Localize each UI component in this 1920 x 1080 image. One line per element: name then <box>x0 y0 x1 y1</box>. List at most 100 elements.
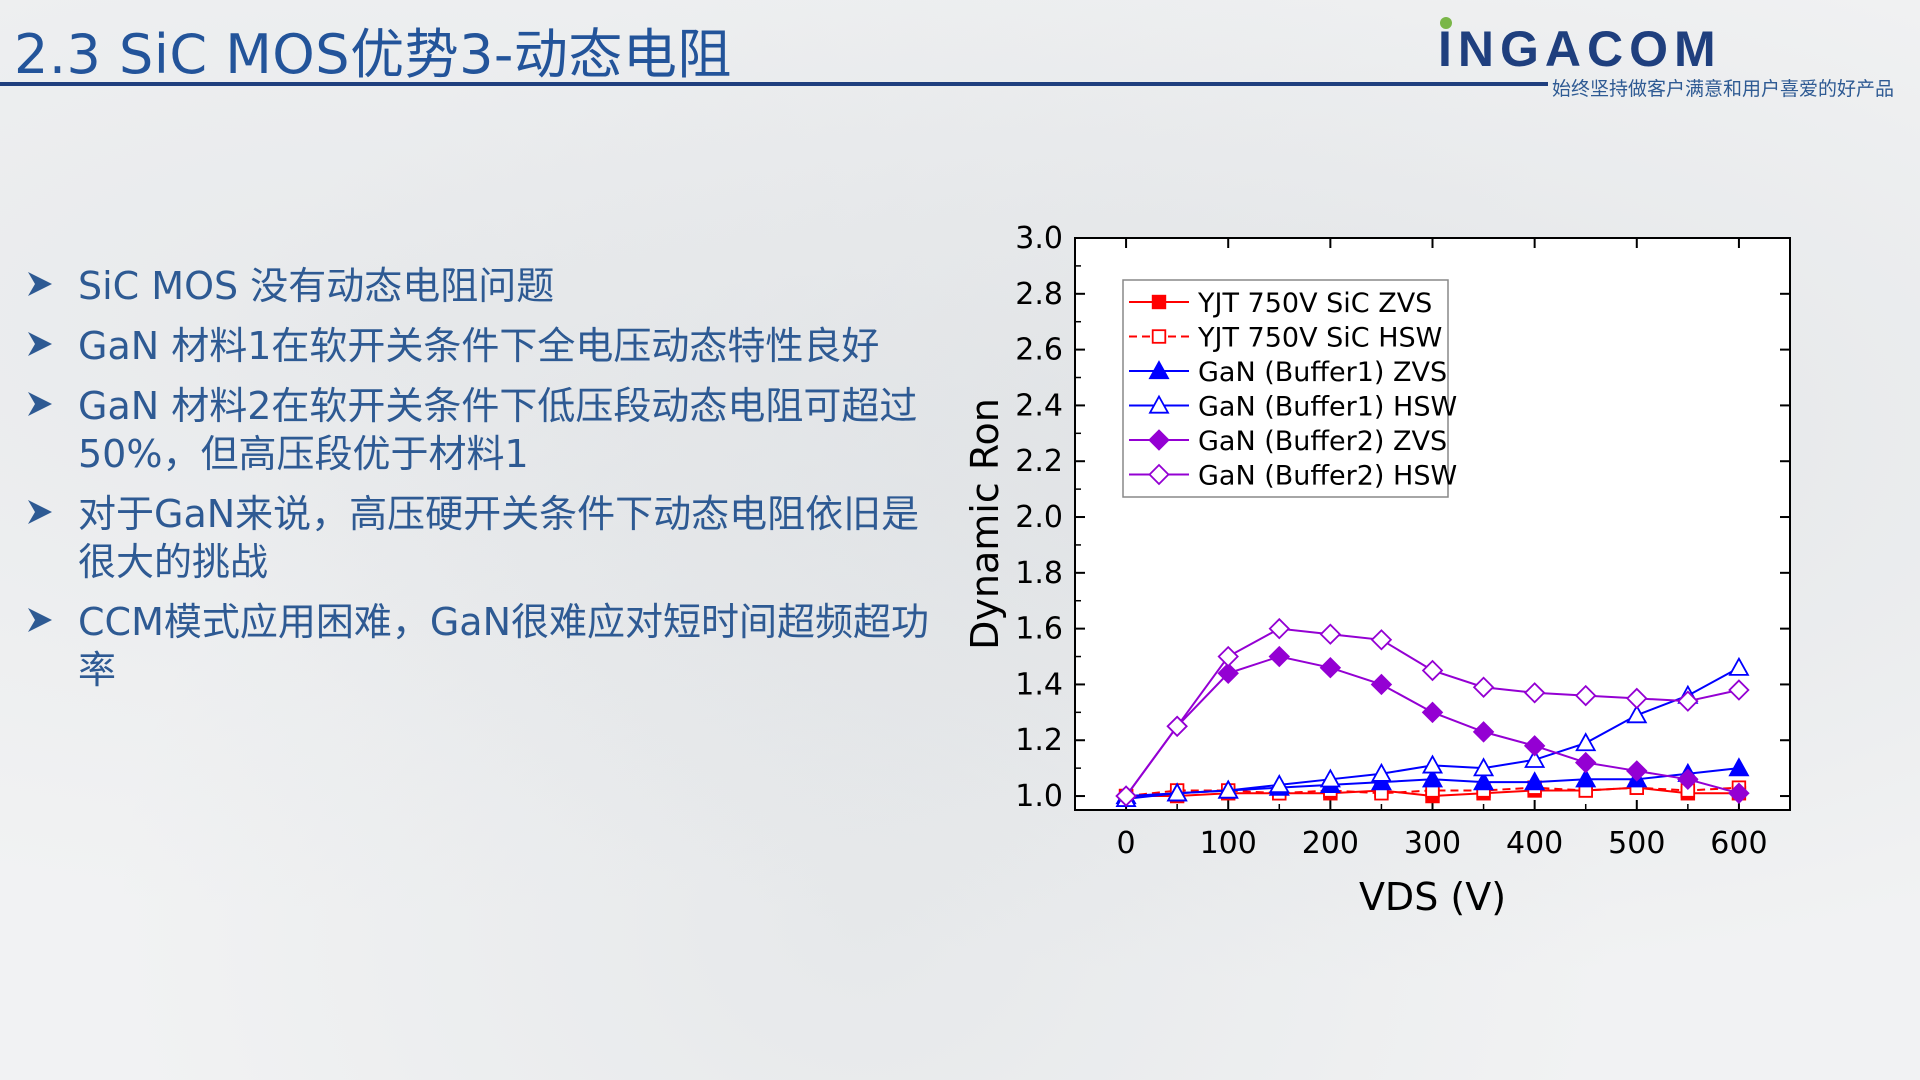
data-point <box>1575 768 1597 788</box>
data-point <box>1115 785 1137 807</box>
data-point <box>1574 751 1597 774</box>
data-point <box>1166 715 1188 738</box>
legend-label: GaN (Buffer2) ZVS <box>1198 426 1447 457</box>
slide-title: 2.3 SiC MOS优势3-动态电阻 <box>14 23 732 86</box>
data-point <box>1217 779 1239 799</box>
data-point <box>1319 768 1341 788</box>
data-point <box>1421 659 1444 682</box>
data-point <box>1626 687 1648 710</box>
y-tick-label: 2.8 <box>1015 277 1063 312</box>
data-point <box>1472 676 1495 698</box>
brand-logo: INGACOM <box>1438 17 1722 74</box>
data-point <box>1319 656 1342 679</box>
data-point <box>1524 771 1546 791</box>
y-tick-label: 2.4 <box>1015 388 1063 423</box>
legend-marker <box>1148 429 1170 451</box>
arrow-bullet-icon <box>28 500 52 524</box>
legend-item: GaN (Buffer1) HSW <box>1129 392 1457 423</box>
y-tick-label: 2.6 <box>1015 333 1063 368</box>
y-tick-label: 2.0 <box>1015 500 1063 535</box>
bullet-text: GaN 材料2在软开关条件下低压段动态电阻可超过50%，但高压段优于材料1 <box>78 384 918 476</box>
y-tick-label: 1.4 <box>1015 667 1063 702</box>
bullet-item: GaN 材料1在软开关条件下全电压动态特性良好 <box>22 322 932 370</box>
arrow-bullet-icon <box>28 332 52 356</box>
x-tick-label: 100 <box>1200 826 1257 861</box>
dynamic-ron-chart: 0 100 200 300 400 500 600 1.0 1.2 1.4 1.6 1.8 2.0 2.2… <box>963 221 1791 919</box>
bullet-text: GaN 材料1在软开关条件下全电压动态特性良好 <box>78 324 880 368</box>
data-point <box>1370 762 1392 782</box>
y-tick-label: 1.0 <box>1015 779 1063 814</box>
data-point <box>1217 645 1239 668</box>
bullet-item: CCM模式应用困难，GaN很难应对短时间超频超功率 <box>22 598 932 694</box>
arrow-bullet-icon <box>28 272 52 296</box>
legend-label: GaN (Buffer1) HSW <box>1198 392 1457 423</box>
data-point <box>1523 682 1546 704</box>
legend-marker <box>1148 394 1170 414</box>
y-tick-label: 2.2 <box>1015 444 1063 479</box>
x-tick-label: 300 <box>1404 826 1461 861</box>
brand-dot-icon <box>1440 17 1452 29</box>
data-point <box>1268 774 1290 793</box>
data-point <box>1728 757 1750 777</box>
x-tick-label: 500 <box>1608 826 1665 861</box>
data-point <box>1421 768 1444 788</box>
data-point <box>1677 768 1699 791</box>
data-point <box>1473 771 1495 791</box>
title-rule <box>0 82 1548 86</box>
data-point <box>1728 679 1750 701</box>
legend-box <box>1122 279 1449 498</box>
y-tick-label: 1.8 <box>1015 556 1063 591</box>
data-point <box>1626 760 1648 782</box>
y-tick-label: 1.6 <box>1015 612 1063 647</box>
brand-wordmark: INGACOM <box>1438 21 1722 74</box>
x-tick-label: 0 <box>1117 826 1136 861</box>
data-point <box>1473 757 1495 777</box>
legend-item: YJT 750V SiC HSW <box>1129 323 1442 354</box>
data-point <box>1677 690 1699 712</box>
data-point <box>1217 662 1239 685</box>
data-point <box>1421 701 1444 724</box>
data-point <box>1370 673 1393 696</box>
bullet-item: SiC MOS 没有动态电阻问题 <box>22 262 932 310</box>
x-axis-label: VDS (V) <box>1359 875 1506 919</box>
data-point <box>1575 732 1597 752</box>
tagline: 始终坚持做客户满意和用户喜爱的好产品 <box>1552 78 1895 100</box>
y-tick-label: 1.2 <box>1015 723 1063 758</box>
data-point <box>1626 704 1648 724</box>
arrow-bullet-icon <box>28 608 52 632</box>
legend-item: GaN (Buffer1) ZVS <box>1129 357 1447 388</box>
bullet-list: SiC MOS 没有动态电阻问题 GaN 材料1在软开关条件下全电压动态特性良好… <box>22 262 932 706</box>
legend-marker <box>1151 329 1167 344</box>
legend-marker <box>1151 294 1167 310</box>
data-point <box>1574 684 1597 707</box>
legend-item: GaN (Buffer2) ZVS <box>1129 426 1447 457</box>
data-point <box>1523 735 1546 757</box>
bullet-item: 对于GaN来说，高压硬开关条件下动态电阻依旧是很大的挑战 <box>22 490 932 586</box>
bullet-text: 对于GaN来说，高压硬开关条件下动态电阻依旧是很大的挑战 <box>78 492 920 584</box>
bullet-item: GaN 材料2在软开关条件下低压段动态电阻可超过50%，但高压段优于材料1 <box>22 382 932 478</box>
series-6 <box>1115 617 1750 807</box>
series-4 <box>1115 656 1750 807</box>
data-point <box>1319 623 1342 645</box>
data-point <box>1472 721 1495 743</box>
legend-marker <box>1148 360 1170 380</box>
x-tick-label: 400 <box>1506 826 1563 861</box>
y-tick-label: 3.0 <box>1015 221 1063 256</box>
x-tick-label: 200 <box>1302 826 1359 861</box>
legend-item: YJT 750V SiC ZVS <box>1129 288 1432 319</box>
data-point <box>1370 629 1393 651</box>
y-axis-label: Dynamic Ron <box>963 398 1007 650</box>
legend-label: YJT 750V SiC ZVS <box>1197 288 1432 319</box>
arrow-bullet-icon <box>28 392 52 416</box>
data-point <box>1421 754 1444 774</box>
data-point <box>1728 782 1750 804</box>
legend-label: GaN (Buffer2) HSW <box>1198 461 1457 492</box>
data-point <box>1268 617 1291 640</box>
bullet-text: CCM模式应用困难，GaN很难应对短时间超频超功率 <box>78 600 930 692</box>
x-tick-label: 600 <box>1710 826 1767 861</box>
data-point <box>1268 645 1291 668</box>
data-point <box>1728 656 1750 676</box>
legend-marker <box>1148 463 1170 486</box>
legend-label: GaN (Buffer1) ZVS <box>1198 357 1447 388</box>
